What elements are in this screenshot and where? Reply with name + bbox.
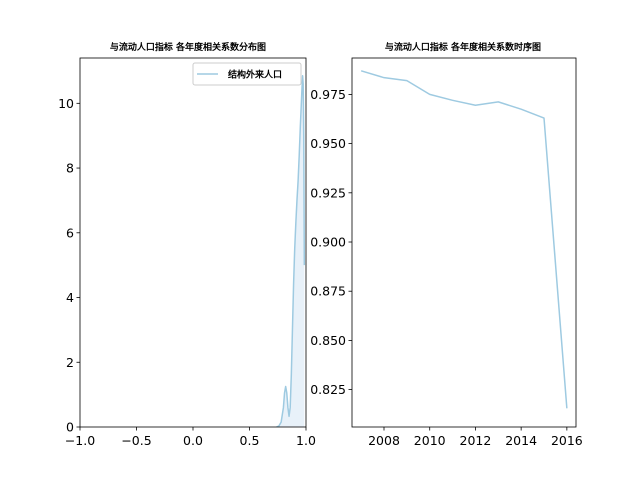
density-fill-area xyxy=(276,75,305,427)
legend-box xyxy=(192,62,302,86)
y-tick-label: 0.950 xyxy=(310,136,346,151)
legend-entry-label: 结构外来人口 xyxy=(228,69,282,81)
x-tick-label: 2008 xyxy=(368,433,400,448)
density-plot-area xyxy=(276,75,306,427)
y-tick-label: 8 xyxy=(66,161,74,176)
axes-frame xyxy=(351,57,577,428)
timeseries-panel: 与流动人口指标 各年度相关系数时序图 2008 2010 2012 2014 2016 0… xyxy=(310,41,583,448)
x-tick-label: 0.5 xyxy=(240,433,260,448)
y-tick-label: 0.825 xyxy=(310,382,346,397)
y-tick-label: 0.900 xyxy=(310,235,346,250)
y-tick-label: 0.975 xyxy=(310,87,346,102)
y-tick-label: 0.850 xyxy=(310,333,346,348)
y-tick-label: 0 xyxy=(66,420,74,435)
y-tick-label: 10 xyxy=(58,96,74,111)
plot-clip-group xyxy=(360,70,568,409)
series-line xyxy=(360,70,568,409)
timeseries-plot-area xyxy=(360,70,568,409)
y-tick-label: 6 xyxy=(66,225,74,240)
y-tick-label: 0.925 xyxy=(310,185,346,200)
x-tick-label: 2016 xyxy=(551,433,583,448)
density-curve xyxy=(276,75,306,427)
density-axes: −1.0 −0.5 0.0 0.5 1.0 0 2 4 6 8 10 xyxy=(58,57,316,448)
x-tick-label: 2012 xyxy=(460,433,492,448)
axes-frame xyxy=(79,57,307,428)
y-tick-label: 2 xyxy=(66,355,74,370)
plot-clip-group xyxy=(276,75,306,427)
x-tick-label: 2014 xyxy=(505,433,537,448)
density-panel: 与流动人口指标 各年度相关系数分布图 −1.0 −0.5 0.0 0.5 1.0 0 2 4 6… xyxy=(58,41,316,448)
x-tick-label: 1.0 xyxy=(296,433,316,448)
timeseries-axes: 2008 2010 2012 2014 2016 0.825 0.850 0.875 0.900… xyxy=(310,57,583,448)
x-tick-label: −1.0 xyxy=(65,433,95,448)
y-tick-label: 0.875 xyxy=(310,284,346,299)
x-tick-label: 2010 xyxy=(414,433,446,448)
y-tick-label: 4 xyxy=(66,290,74,305)
x-tick-label: 0.0 xyxy=(183,433,203,448)
x-tick-label: −0.5 xyxy=(121,433,151,448)
timeseries-chart-title: 与流动人口指标 各年度相关系数时序图 xyxy=(385,41,541,53)
density-chart-title: 与流动人口指标 各年度相关系数分布图 xyxy=(110,41,266,53)
legend: 结构外来人口 xyxy=(192,62,302,86)
